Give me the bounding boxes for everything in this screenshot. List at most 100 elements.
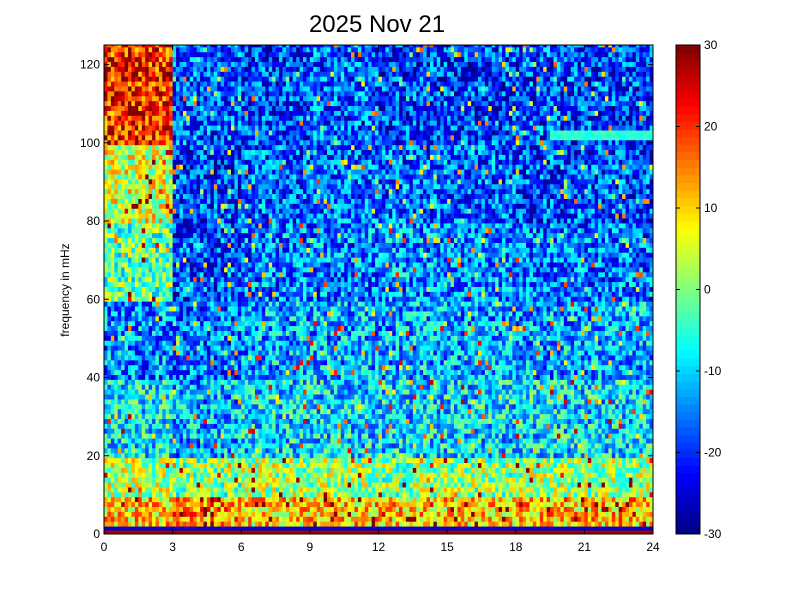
- heatmap-cell: [299, 472, 304, 478]
- heatmap-cell: [296, 521, 300, 527]
- heatmap-cell: [155, 384, 160, 390]
- heatmap-cell: [340, 428, 345, 434]
- heatmap-cell: [405, 389, 410, 395]
- heatmap-cell: [574, 413, 578, 419]
- heatmap-cell: [402, 467, 407, 473]
- heatmap-cell: [272, 516, 276, 522]
- heatmap-cell: [378, 501, 383, 508]
- heatmap-cell: [471, 408, 475, 415]
- heatmap-cell: [124, 443, 129, 449]
- heatmap-cell: [323, 511, 328, 517]
- heatmap-cell: [285, 477, 290, 483]
- heatmap-cell: [478, 511, 482, 517]
- heatmap-cell: [419, 443, 424, 449]
- heatmap-cell: [282, 433, 287, 439]
- heatmap-cell: [134, 394, 139, 400]
- heatmap-cell: [460, 428, 465, 434]
- heatmap-cell: [502, 506, 506, 512]
- heatmap-cell: [278, 491, 283, 498]
- heatmap-cell: [296, 403, 300, 410]
- heatmap-cell: [121, 438, 125, 444]
- heatmap-cell: [172, 384, 177, 390]
- heatmap-cell: [594, 399, 599, 405]
- heatmap-cell: [104, 447, 108, 454]
- heatmap-cell: [580, 452, 585, 459]
- heatmap-cell: [189, 472, 194, 478]
- heatmap-cell: [646, 467, 650, 473]
- heatmap-cell: [502, 428, 506, 434]
- heatmap-cell: [110, 452, 115, 459]
- heatmap-cell: [152, 457, 156, 464]
- heatmap-cell: [512, 467, 517, 473]
- heatmap-cell: [515, 443, 520, 449]
- heatmap-cell: [447, 496, 451, 503]
- heatmap-cell: [193, 443, 198, 449]
- heatmap-cell: [563, 408, 568, 415]
- heatmap-cell: [206, 526, 211, 531]
- heatmap-cell: [104, 399, 108, 405]
- heatmap-cell: [189, 384, 194, 390]
- heatmap-cell: [296, 418, 300, 424]
- heatmap-cell: [309, 403, 314, 410]
- heatmap-cell: [145, 496, 150, 503]
- heatmap-cell: [200, 501, 204, 508]
- heatmap-cell: [333, 443, 338, 449]
- heatmap-cell: [141, 452, 146, 459]
- heatmap-cell: [275, 423, 280, 429]
- heatmap-cell: [604, 408, 609, 415]
- heatmap-cell: [447, 491, 451, 498]
- heatmap-cell: [481, 433, 486, 439]
- heatmap-cell: [148, 379, 153, 385]
- heatmap-cell: [282, 428, 287, 434]
- heatmap-cell: [429, 487, 434, 493]
- heatmap-cell: [172, 418, 177, 424]
- heatmap-cell: [210, 428, 215, 434]
- heatmap-cell: [515, 487, 520, 493]
- heatmap-cell: [320, 418, 324, 424]
- heatmap-cell: [628, 452, 633, 459]
- heatmap-cell: [296, 428, 300, 434]
- heatmap-cell: [412, 521, 417, 527]
- heatmap-cell: [440, 394, 445, 400]
- heatmap-cell: [320, 477, 324, 483]
- heatmap-cell: [553, 487, 558, 493]
- heatmap-cell: [560, 526, 565, 531]
- heatmap-cell: [491, 462, 496, 468]
- heatmap-cell: [584, 482, 589, 488]
- heatmap-cell: [646, 487, 650, 493]
- heatmap-cell: [426, 413, 431, 419]
- heatmap-cell: [117, 447, 122, 454]
- heatmap-cell: [639, 418, 644, 424]
- heatmap-cell: [550, 487, 554, 493]
- heatmap-cell: [570, 452, 575, 459]
- heatmap-cell: [519, 452, 524, 459]
- heatmap-cell: [649, 438, 654, 444]
- heatmap-cell: [519, 433, 524, 439]
- heatmap-cells: [104, 45, 654, 535]
- heatmap-cell: [615, 384, 620, 390]
- heatmap-cell: [580, 413, 585, 419]
- heatmap-cell: [488, 408, 493, 415]
- heatmap-cell: [131, 506, 136, 512]
- heatmap-cell: [436, 452, 441, 459]
- heatmap-cell: [553, 496, 558, 503]
- heatmap-cell: [330, 462, 335, 468]
- heatmap-cell: [484, 472, 489, 478]
- heatmap-cell: [512, 530, 517, 535]
- heatmap-cell: [361, 501, 366, 508]
- heatmap-cell: [296, 472, 300, 478]
- heatmap-cell: [419, 530, 424, 535]
- heatmap-cell: [282, 443, 287, 449]
- heatmap-cell: [608, 418, 613, 424]
- heatmap-cell: [217, 452, 222, 459]
- heatmap-cell: [536, 408, 541, 415]
- heatmap-cell: [601, 526, 606, 531]
- heatmap-cell: [539, 408, 544, 415]
- heatmap-cell: [254, 467, 259, 473]
- heatmap-cell: [299, 516, 304, 522]
- heatmap-cell: [622, 530, 626, 535]
- heatmap-cell: [495, 413, 499, 419]
- heatmap-cell: [378, 408, 383, 415]
- heatmap-cell: [169, 379, 174, 385]
- heatmap-cell: [464, 477, 469, 483]
